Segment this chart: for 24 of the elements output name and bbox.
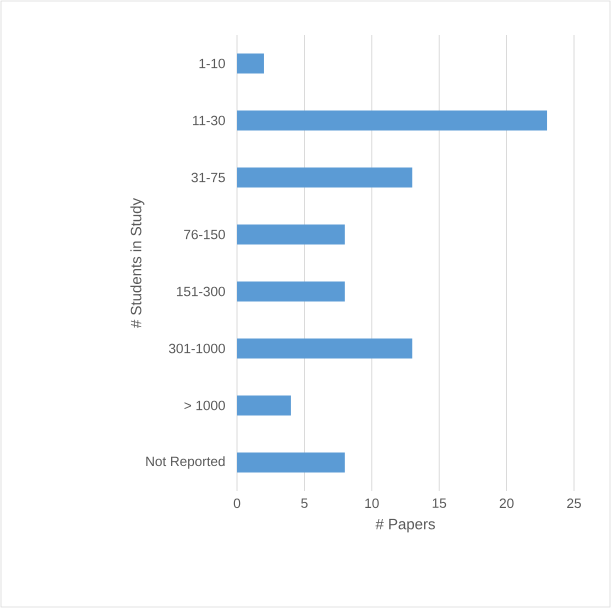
y-tick-label: 31-75 bbox=[191, 172, 225, 182]
x-tick-label: 20 bbox=[500, 498, 514, 508]
bar bbox=[237, 396, 291, 416]
bar bbox=[237, 282, 345, 302]
x-tick-label: 15 bbox=[432, 498, 446, 508]
x-tick-label: 5 bbox=[301, 498, 308, 508]
bar bbox=[237, 110, 548, 131]
y-tick-label: 1-10 bbox=[199, 58, 225, 68]
bar bbox=[237, 452, 345, 473]
x-tick-label: 10 bbox=[365, 498, 379, 508]
y-tick-label: 151-300 bbox=[176, 286, 225, 296]
y-axis-title: # Students in Study bbox=[130, 198, 144, 328]
bar bbox=[237, 224, 345, 245]
bar bbox=[237, 168, 412, 188]
x-tick-label: 25 bbox=[567, 498, 581, 508]
bar bbox=[237, 54, 264, 74]
x-tick-label: 0 bbox=[234, 498, 240, 508]
bar bbox=[237, 338, 412, 359]
y-tick-label: Not Reported bbox=[146, 456, 225, 469]
y-tick-label: > 1000 bbox=[184, 400, 225, 410]
x-axis-title: # Papers bbox=[376, 518, 435, 532]
y-tick-label: 76-150 bbox=[184, 230, 225, 240]
y-tick-label: 301-1000 bbox=[168, 344, 225, 354]
y-tick-label: 11-30 bbox=[192, 116, 225, 126]
